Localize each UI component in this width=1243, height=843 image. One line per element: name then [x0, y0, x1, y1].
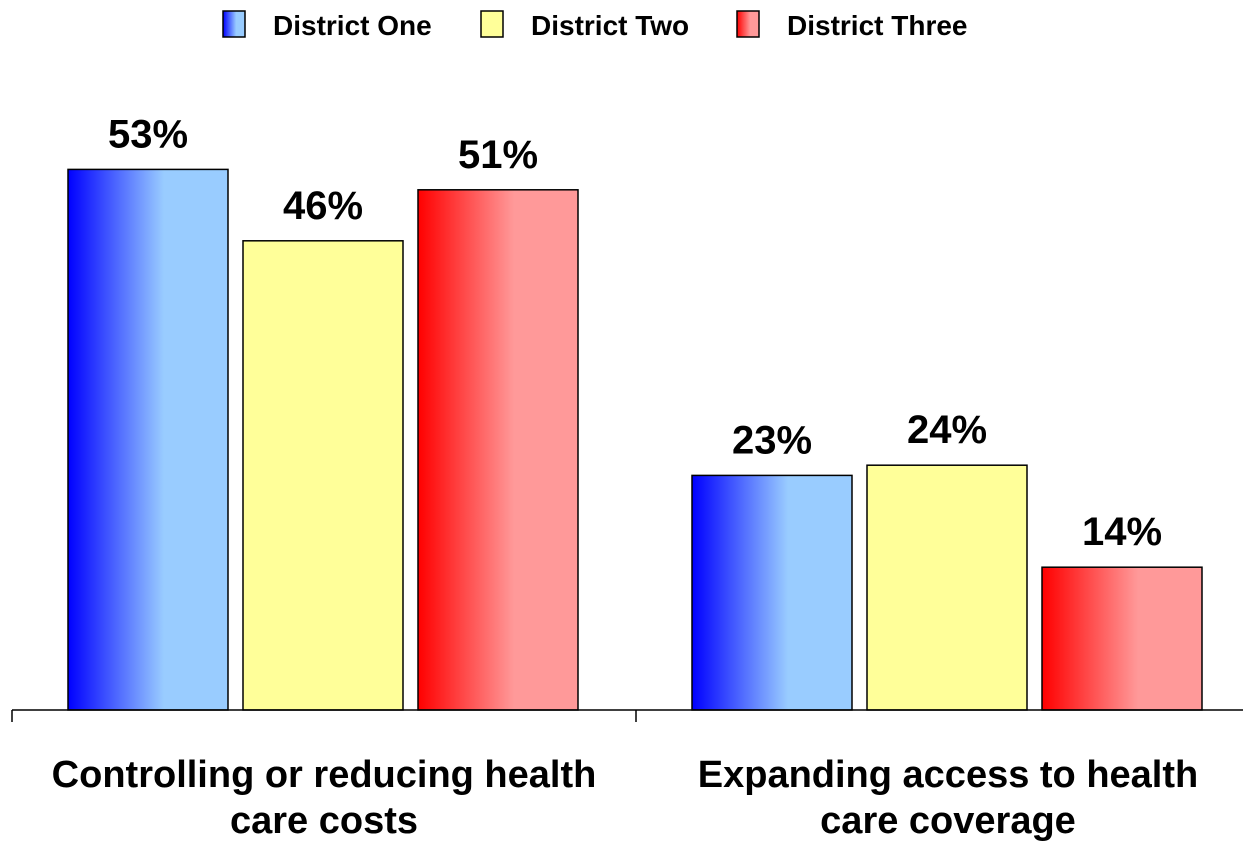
- value-label-2-1: 23%: [732, 418, 812, 462]
- bar-2-1: [691, 474, 853, 711]
- value-label-1-1: 53%: [108, 112, 188, 156]
- legend-label-3: District Three: [787, 10, 968, 41]
- value-label-1-3: 51%: [458, 133, 538, 177]
- value-labels: 53% 46% 51% 23% 24% 14%: [108, 112, 1162, 554]
- legend-label-2: District Two: [531, 10, 689, 41]
- bar-1-1: [67, 168, 229, 711]
- bars: [67, 168, 1203, 711]
- bar-1-3: [417, 189, 579, 711]
- legend-swatch-3: [736, 10, 760, 38]
- bar-1-2: [242, 240, 404, 711]
- bar-2-3: [1041, 566, 1203, 711]
- value-label-1-2: 46%: [283, 184, 363, 228]
- legend-swatch-2: [480, 10, 504, 38]
- legend: District One District Two District Three: [222, 10, 968, 41]
- category-label-1: Controlling or reducing health care costs: [52, 754, 597, 842]
- legend-swatch-1: [222, 10, 246, 38]
- category-labels: Controlling or reducing health care costs…: [52, 754, 1199, 842]
- category-label-2: Expanding access to health care coverage: [698, 754, 1198, 842]
- x-axis: [11, 709, 1243, 722]
- legend-label-1: District One: [273, 10, 432, 41]
- value-label-2-2: 24%: [907, 408, 987, 452]
- bar-2-2: [866, 464, 1028, 711]
- value-label-2-3: 14%: [1082, 510, 1162, 554]
